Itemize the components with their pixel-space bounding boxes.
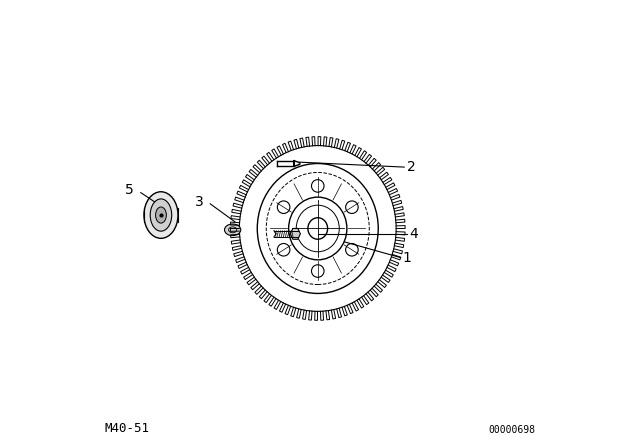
Ellipse shape [144, 192, 178, 238]
Ellipse shape [308, 218, 328, 239]
Text: M40-51: M40-51 [105, 422, 150, 435]
Text: 4: 4 [410, 227, 419, 241]
Text: 3: 3 [195, 194, 204, 209]
Text: 5: 5 [125, 183, 134, 198]
Polygon shape [291, 228, 300, 239]
Ellipse shape [225, 224, 241, 236]
Ellipse shape [150, 199, 172, 231]
Ellipse shape [156, 207, 166, 223]
Text: 00000698: 00000698 [488, 425, 535, 435]
Text: 2: 2 [407, 160, 416, 174]
Text: 1: 1 [403, 250, 412, 265]
